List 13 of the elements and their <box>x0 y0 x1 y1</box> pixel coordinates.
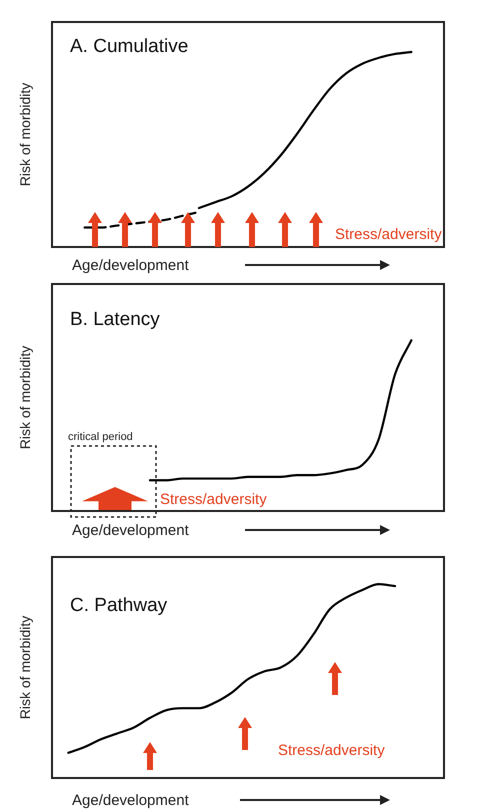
x-axis-title: Age/development <box>72 792 190 809</box>
y-axis-title: Risk of morbidity <box>17 346 33 450</box>
annotation: Stress/adversity <box>278 742 386 759</box>
text: C. Pathway <box>70 595 168 616</box>
x-axis-title: Age/development <box>72 522 190 539</box>
chart-title: B. Latency <box>70 309 160 330</box>
annotation: critical period <box>68 431 133 443</box>
y-axis-title: Risk of morbidity <box>17 82 33 186</box>
annotation: Stress/adversity <box>160 491 268 508</box>
annotation: Stress/adversity <box>335 226 442 243</box>
chart-title: A. Cumulative <box>70 36 188 57</box>
y-axis-title: Risk of morbidity <box>17 616 33 720</box>
x-axis-title: Age/development <box>72 257 190 274</box>
